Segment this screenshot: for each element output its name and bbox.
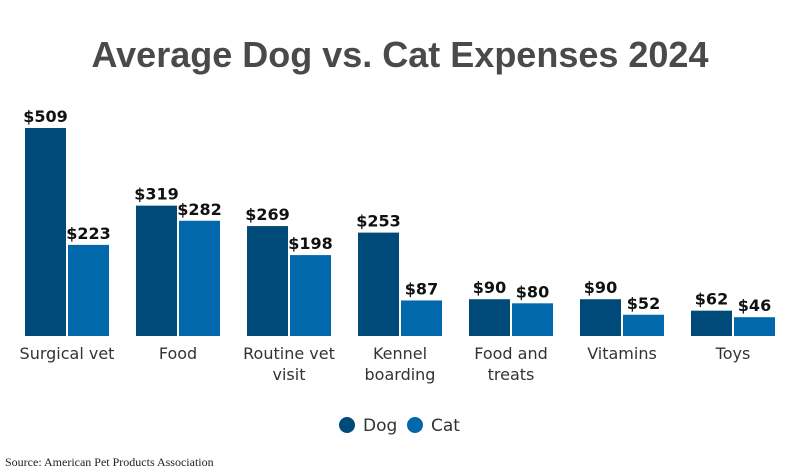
bar-cat bbox=[734, 317, 775, 336]
bar-dog bbox=[247, 226, 288, 336]
legend-swatch-dog bbox=[339, 417, 355, 433]
data-label: $62 bbox=[695, 290, 728, 309]
bar-cat bbox=[623, 314, 664, 336]
bar-cat bbox=[290, 255, 331, 336]
category-label: treats bbox=[488, 365, 535, 384]
bar-cat bbox=[401, 300, 442, 336]
bar-dog bbox=[25, 128, 66, 336]
data-label: $509 bbox=[23, 107, 68, 126]
data-label: $46 bbox=[738, 296, 771, 315]
chart-title: Average Dog vs. Cat Expenses 2024 bbox=[91, 34, 709, 75]
data-label: $282 bbox=[177, 200, 222, 219]
data-label: $90 bbox=[473, 278, 506, 297]
data-label: $253 bbox=[356, 212, 401, 231]
legend-label: Dog bbox=[363, 416, 397, 436]
data-label: $223 bbox=[66, 224, 111, 243]
data-label: $87 bbox=[405, 279, 438, 298]
bar-dog bbox=[469, 299, 510, 336]
category-label: boarding bbox=[365, 365, 436, 384]
source-note: Source: American Pet Products Associatio… bbox=[5, 455, 214, 469]
bar-cat bbox=[179, 220, 220, 336]
bar-cat bbox=[512, 303, 553, 336]
bar-dog bbox=[358, 232, 399, 336]
category-label: visit bbox=[273, 365, 306, 384]
data-label: $319 bbox=[134, 185, 179, 204]
data-label: $198 bbox=[288, 234, 333, 253]
data-label: $80 bbox=[516, 282, 549, 301]
bar-dog bbox=[580, 299, 621, 336]
category-label: Vitamins bbox=[587, 344, 657, 363]
category-label: Surgical vet bbox=[20, 344, 115, 363]
legend-label: Cat bbox=[431, 416, 460, 436]
category-label: Food bbox=[159, 344, 197, 363]
category-label: Kennel bbox=[373, 344, 427, 363]
bar-cat bbox=[68, 244, 109, 336]
bar-dog bbox=[136, 205, 177, 336]
category-label: Routine vet bbox=[243, 344, 335, 363]
bar-dog bbox=[691, 310, 732, 336]
data-label: $52 bbox=[627, 294, 660, 313]
data-label: $269 bbox=[245, 205, 290, 224]
legend-swatch-cat bbox=[407, 417, 423, 433]
category-label: Toys bbox=[715, 344, 751, 363]
category-label: Food and bbox=[474, 344, 548, 363]
data-label: $90 bbox=[584, 278, 617, 297]
